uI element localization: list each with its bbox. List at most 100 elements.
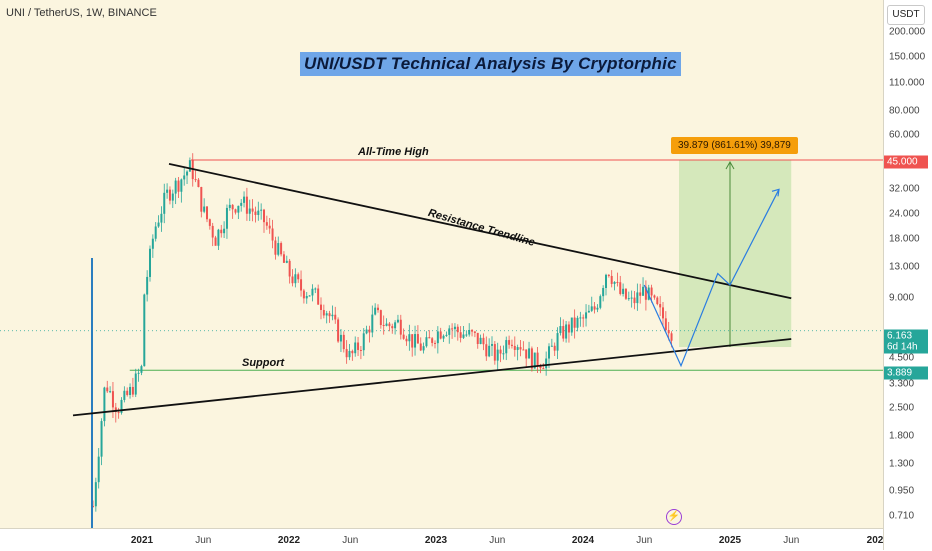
candle-body bbox=[334, 314, 337, 320]
candle-body bbox=[644, 286, 647, 300]
candle-body bbox=[240, 202, 243, 206]
candle-body bbox=[396, 319, 399, 323]
candle-body bbox=[188, 160, 191, 172]
chart-title: UNI/USDT Technical Analysis By Cryptorph… bbox=[300, 52, 681, 76]
time-tick-label: 2022 bbox=[277, 535, 301, 546]
resistance-trendline[interactable] bbox=[168, 163, 792, 300]
candle-body bbox=[419, 343, 422, 351]
ath-price-label: 45.000 bbox=[884, 155, 928, 169]
candle-body bbox=[274, 240, 277, 255]
price-axis[interactable] bbox=[883, 0, 932, 550]
candle-body bbox=[662, 307, 664, 319]
candle-body bbox=[602, 287, 605, 297]
candle-body bbox=[268, 225, 271, 229]
bar-countdown-label: 6d 14h bbox=[884, 340, 928, 354]
candle-body bbox=[257, 210, 260, 215]
candle-body bbox=[163, 192, 166, 214]
candle-body bbox=[129, 386, 132, 395]
candle-body bbox=[237, 205, 240, 213]
candle-body bbox=[200, 187, 203, 212]
candle-body bbox=[445, 334, 448, 336]
candle-body bbox=[111, 391, 114, 408]
candle-body bbox=[642, 286, 645, 296]
candle-body bbox=[365, 329, 368, 334]
candle-body bbox=[134, 373, 137, 395]
price-tick-label: 3.300 bbox=[889, 378, 915, 390]
symbol-info[interactable]: UNI / TetherUS, 1W, BINANCE bbox=[6, 7, 157, 19]
candle-body bbox=[442, 335, 445, 339]
candle-body bbox=[171, 193, 174, 201]
candle-body bbox=[180, 179, 183, 192]
current-price-label: 6.163 bbox=[884, 329, 928, 343]
candle-body bbox=[206, 206, 208, 220]
candle-body bbox=[399, 319, 402, 335]
time-tick-label: Jun bbox=[489, 535, 506, 546]
candle-body bbox=[513, 345, 516, 350]
candle-body bbox=[391, 326, 394, 329]
candle-body bbox=[228, 204, 231, 208]
candle-body bbox=[385, 323, 388, 326]
candle-body bbox=[223, 228, 226, 234]
candle-body bbox=[422, 346, 425, 351]
candle-body bbox=[411, 334, 414, 348]
candle-body bbox=[120, 399, 123, 413]
candle-body bbox=[263, 209, 265, 223]
candle-body bbox=[282, 254, 285, 263]
candle-body bbox=[556, 333, 559, 351]
candle-body bbox=[137, 372, 140, 374]
candle-body bbox=[317, 288, 320, 305]
target-range-box[interactable] bbox=[679, 160, 792, 348]
price-tick-label: 0.950 bbox=[889, 485, 915, 497]
candle-body bbox=[659, 304, 662, 308]
candle-body bbox=[567, 324, 570, 333]
candle-body bbox=[627, 298, 630, 300]
candle-body bbox=[325, 313, 328, 316]
candle-body bbox=[154, 226, 157, 239]
candle-body bbox=[288, 260, 291, 277]
candle-body bbox=[482, 337, 485, 345]
projection-path[interactable] bbox=[643, 189, 780, 368]
price-tick-label: 4.500 bbox=[889, 352, 915, 364]
candle-body bbox=[624, 288, 627, 299]
candle-body bbox=[596, 307, 599, 310]
price-tick-label: 1.300 bbox=[889, 458, 915, 470]
candle-body bbox=[126, 390, 129, 395]
lightning-icon[interactable]: ⚡ bbox=[666, 509, 682, 525]
candles-group bbox=[92, 153, 673, 512]
currency-button[interactable]: USDT bbox=[887, 5, 925, 25]
candle-body bbox=[562, 326, 565, 339]
candle-body bbox=[260, 209, 263, 211]
candle-body bbox=[653, 295, 656, 298]
candle-body bbox=[473, 331, 476, 333]
candle-body bbox=[131, 386, 134, 395]
candle-body bbox=[485, 344, 488, 357]
candle-body bbox=[448, 328, 451, 335]
candle-body bbox=[146, 276, 149, 295]
candle-body bbox=[414, 334, 417, 348]
candle-body bbox=[493, 344, 496, 361]
time-tick-label: 2024 bbox=[571, 535, 595, 546]
time-axis[interactable] bbox=[0, 528, 883, 551]
candle-body bbox=[351, 350, 354, 354]
candle-body bbox=[197, 179, 200, 188]
candle-body bbox=[357, 342, 360, 350]
candle-body bbox=[633, 297, 636, 304]
time-tick-label: Jun bbox=[783, 535, 800, 546]
candle-body bbox=[573, 317, 576, 328]
candle-body bbox=[619, 282, 622, 294]
candle-body bbox=[109, 391, 112, 393]
candle-body bbox=[342, 334, 345, 350]
candle-body bbox=[425, 337, 428, 347]
candle-body bbox=[314, 288, 317, 290]
candle-body bbox=[371, 314, 374, 333]
candle-body bbox=[428, 337, 431, 339]
candle-body bbox=[183, 175, 186, 180]
candle-body bbox=[553, 345, 556, 351]
candle-body bbox=[243, 196, 246, 203]
candle-body bbox=[667, 329, 670, 334]
candle-body bbox=[405, 338, 408, 342]
candle-body bbox=[491, 344, 493, 346]
support-trendline[interactable] bbox=[72, 338, 792, 417]
candle-body bbox=[585, 312, 588, 319]
price-range-measure-label[interactable]: 39.879 (861.61%) 39,879 bbox=[671, 137, 798, 154]
